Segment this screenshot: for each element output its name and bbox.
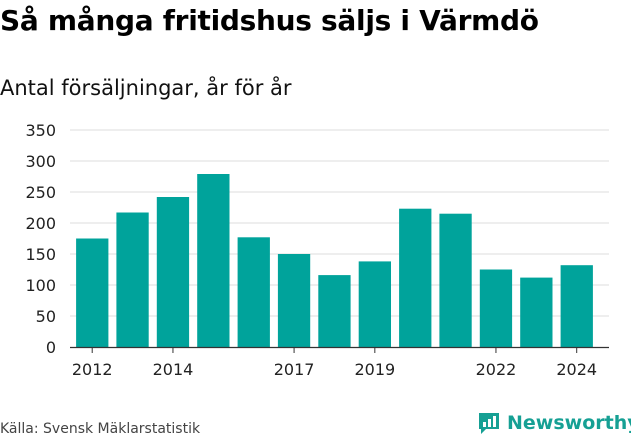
brand-logo: Newsworthy [476,410,631,436]
y-tick-label: 350 [25,121,56,140]
x-tick-label: 2017 [274,360,315,379]
x-tick-label: 2022 [476,360,517,379]
y-tick-label: 250 [25,183,56,202]
x-tick-label: 2012 [72,360,113,379]
bar [277,254,311,347]
bar [116,212,149,347]
bar [520,277,553,347]
bar [237,237,270,347]
bar [399,208,432,347]
chart-title: Så många fritidshus säljs i Värmdö [0,4,539,37]
y-tick-label: 200 [25,214,56,233]
y-tick-label: 150 [25,245,56,264]
bar [560,265,593,347]
bar [358,261,391,347]
bar [439,213,472,347]
chart-subtitle: Antal försäljningar, år för år [0,76,292,100]
y-tick-label: 100 [25,276,56,295]
bar [76,238,109,347]
newsworthy-chart-bubble-icon [479,413,499,434]
y-tick-label: 50 [36,307,56,326]
bar [197,174,230,347]
x-tick-label: 2024 [556,360,597,379]
bar [156,197,190,347]
x-tick-label: 2014 [153,360,194,379]
y-tick-label: 0 [46,338,56,357]
bar [479,269,513,347]
y-tick-label: 300 [25,152,56,171]
brand-name: Newsworthy [507,412,631,434]
source-note: Källa: Svensk Mäklarstatistik [0,421,201,437]
bar [318,275,351,347]
x-tick-label: 2019 [354,360,395,379]
